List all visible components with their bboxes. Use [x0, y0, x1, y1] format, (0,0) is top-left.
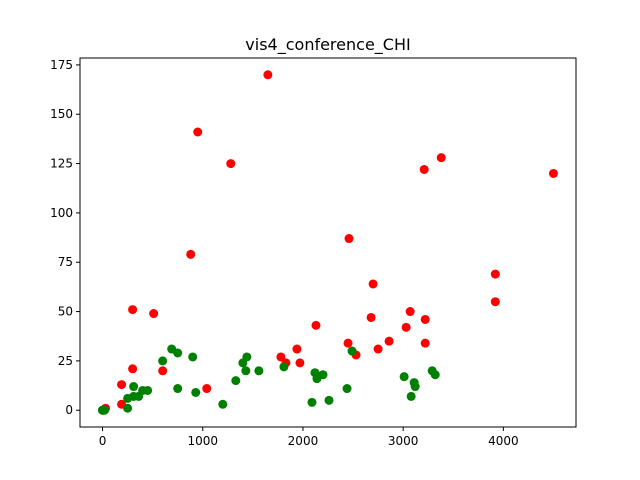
data-point-s1-21	[254, 366, 264, 376]
data-point-s1-14	[188, 352, 198, 362]
data-point-s0-4	[117, 380, 127, 390]
x-tick-label-3: 3000	[388, 434, 419, 448]
data-point-s0-25	[384, 336, 394, 346]
data-point-s1-27	[324, 395, 334, 405]
x-tick-label-0: 0	[99, 434, 107, 448]
points-layer	[98, 70, 558, 415]
data-point-s0-13	[263, 70, 273, 80]
data-point-s1-30	[399, 372, 409, 382]
data-point-s1-29	[347, 346, 357, 356]
y-tick-label-5: 125	[50, 157, 73, 171]
x-tick-label-1: 1000	[187, 434, 218, 448]
data-point-s0-33	[490, 297, 500, 307]
data-point-s0-7	[149, 309, 159, 319]
data-point-s0-22	[366, 312, 376, 322]
y-tick-label-3: 75	[58, 255, 73, 269]
data-point-s1-33	[410, 382, 420, 392]
data-point-s1-26	[318, 370, 328, 380]
y-tick-label-0: 0	[65, 403, 73, 417]
y-tick-label-4: 100	[50, 206, 73, 220]
data-point-s0-8	[158, 366, 168, 376]
data-point-s0-11	[202, 384, 212, 394]
data-point-s0-28	[419, 164, 429, 174]
data-point-s0-30	[420, 338, 430, 348]
data-point-s1-19	[241, 366, 251, 376]
x-tick-label-4: 4000	[488, 434, 519, 448]
x-tick-label-2: 2000	[288, 434, 319, 448]
data-point-s1-4	[123, 403, 133, 413]
data-point-s0-12	[226, 159, 236, 169]
data-point-s1-17	[231, 376, 241, 386]
data-point-s1-15	[191, 387, 201, 397]
data-point-s1-23	[307, 397, 317, 407]
data-point-s1-28	[342, 384, 352, 394]
data-point-s1-12	[173, 384, 183, 394]
data-point-s0-31	[436, 153, 446, 163]
y-tick-label-2: 50	[58, 305, 73, 319]
data-point-s1-13	[173, 348, 183, 358]
data-point-s0-17	[295, 358, 305, 368]
data-point-s1-5	[129, 382, 139, 392]
chart-title: vis4_conference_CHI	[245, 35, 410, 55]
data-point-s0-27	[405, 307, 415, 317]
data-point-s1-35	[430, 370, 440, 380]
data-point-s0-18	[311, 320, 321, 330]
data-point-s0-34	[548, 168, 558, 178]
data-point-s0-5	[128, 364, 138, 374]
data-point-s1-16	[218, 399, 228, 409]
ticks-layer: 0 1000 2000 3000 4000 0 25 50 75 100 125 150 175	[50, 58, 519, 448]
y-tick-label-6: 150	[50, 107, 73, 121]
data-point-s0-32	[490, 269, 500, 279]
data-point-s1-10	[158, 356, 168, 366]
data-point-s0-29	[420, 314, 430, 324]
data-point-s0-9	[186, 249, 196, 259]
data-point-s0-10	[193, 127, 203, 137]
data-point-s0-23	[368, 279, 378, 289]
plot-frame	[79, 57, 577, 428]
data-point-s1-31	[406, 391, 416, 401]
data-point-s1-22	[279, 362, 289, 372]
data-point-s0-20	[344, 234, 354, 244]
data-point-s0-26	[401, 322, 411, 332]
y-tick-label-1: 25	[58, 354, 73, 368]
y-tick-label-7: 175	[50, 58, 73, 72]
data-point-s0-14	[276, 352, 286, 362]
data-point-s0-16	[292, 344, 302, 354]
data-point-s0-24	[373, 344, 383, 354]
data-point-s1-9	[143, 385, 153, 395]
data-point-s0-6	[128, 305, 138, 315]
data-point-s1-20	[242, 352, 252, 362]
data-point-s0-19	[343, 338, 353, 348]
data-point-s1-2	[100, 405, 110, 415]
